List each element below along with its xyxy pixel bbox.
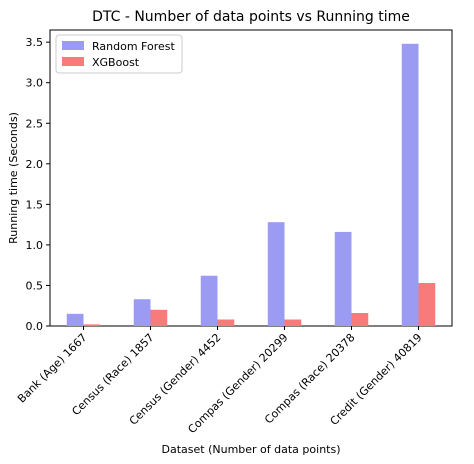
y-tick-label: 1.0 — [26, 239, 44, 252]
bar-random-forest — [267, 222, 285, 326]
y-tick-label: 2.0 — [26, 158, 44, 171]
legend-label: Random Forest — [92, 40, 175, 53]
bar-xgboost — [150, 309, 168, 326]
bar-random-forest — [401, 43, 419, 326]
y-tick-label: 0.0 — [26, 320, 44, 333]
x-tick-label: Bank (Age) 1667 — [15, 331, 90, 406]
y-tick-label: 2.5 — [26, 117, 44, 130]
y-tick-label: 3.0 — [26, 77, 44, 90]
bar-xgboost — [284, 319, 302, 326]
legend-label: XGBoost — [92, 56, 140, 69]
legend-swatch — [62, 57, 84, 66]
bar-xgboost — [351, 313, 369, 326]
bar-random-forest — [133, 299, 151, 326]
chart-title: DTC - Number of data points vs Running t… — [92, 9, 410, 25]
legend: Random Forest XGBoost — [55, 34, 183, 74]
x-axis-label: Dataset (Number of data points) — [162, 443, 341, 456]
y-axis-label: Running time (Seconds) — [7, 112, 20, 244]
bar-xgboost — [418, 283, 436, 326]
legend-swatch — [62, 41, 84, 50]
y-tick-label: 0.5 — [26, 279, 44, 292]
bar-xgboost — [83, 324, 101, 326]
legend-box — [55, 34, 183, 74]
bar-xgboost — [217, 319, 235, 326]
bar-random-forest — [334, 231, 352, 326]
bar-random-forest — [200, 275, 218, 326]
y-axis: 0.0 0.5 1.0 1.5 2.0 2.5 3.0 3.5 — [26, 36, 50, 333]
y-tick-label: 3.5 — [26, 36, 44, 49]
plot-area — [49, 29, 453, 327]
y-tick-label: 1.5 — [26, 198, 44, 211]
bars-group — [66, 43, 436, 326]
bar-random-forest — [66, 313, 84, 326]
